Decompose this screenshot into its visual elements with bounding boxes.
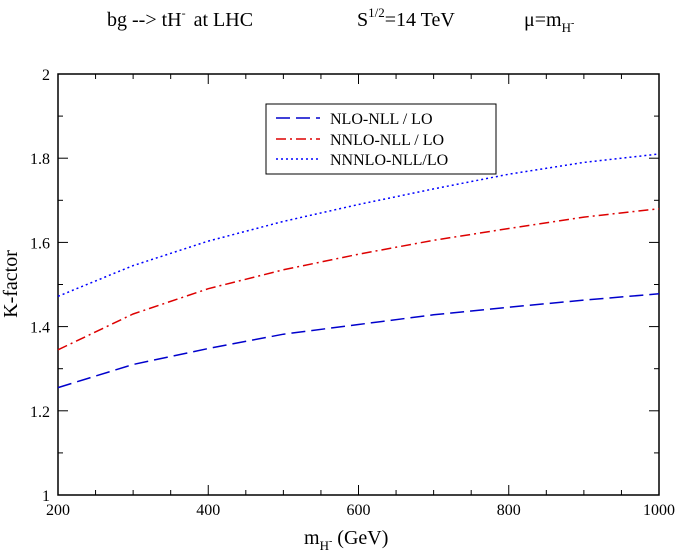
legend-label-nnnlo-nll: NNNLO-NLL/LO — [330, 152, 448, 169]
x-tick-label: 200 — [46, 502, 70, 519]
y-tick-label: 2 — [42, 67, 50, 84]
x-tick-label: 600 — [347, 502, 371, 519]
x-tick-label: 400 — [196, 502, 220, 519]
chart-title-energy: S1/2=14 TeV — [357, 5, 455, 31]
legend-label-nnlo-nll: NNLO-NLL / LO — [330, 132, 444, 149]
x-tick-label: 1000 — [643, 502, 675, 519]
y-tick-label: 1.8 — [30, 151, 50, 168]
series-layer — [57, 153, 660, 389]
series-line-nlo-nll-lo — [57, 293, 660, 389]
x-axis-label: mH- (GeV) — [304, 527, 388, 552]
x-tick-label: 800 — [497, 502, 521, 519]
legend-label-nlo-nll: NLO-NLL / LO — [330, 111, 433, 128]
series-line-nnnlo-nll-lo — [57, 153, 660, 297]
series-line-nnlo-nll-lo — [57, 207, 660, 351]
y-tick-label: 1.6 — [30, 235, 50, 252]
chart-title: bg --> tH-at LHC — [107, 6, 253, 31]
y-tick-label: 1.2 — [30, 404, 50, 421]
y-axis-label: K-factor — [0, 250, 22, 318]
y-axis-ticks: 1 1.2 1.4 1.6 1.8 2 — [30, 67, 659, 505]
chart-title-scale: μ=mH- — [524, 9, 574, 35]
x-axis-ticks: 200 400 600 800 1000 — [46, 74, 675, 519]
legend: NLO-NLL / LO NNLO-NLL / LO NNNLO-NLL/LO — [265, 103, 497, 175]
y-tick-label: 1 — [42, 488, 50, 505]
y-tick-label: 1.4 — [30, 320, 50, 337]
